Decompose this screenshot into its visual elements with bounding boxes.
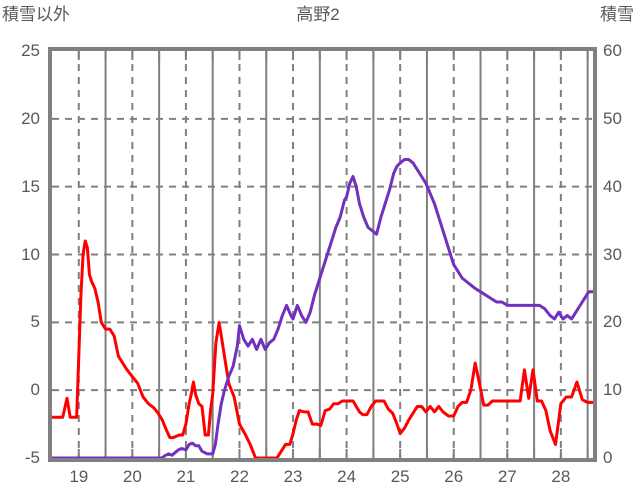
y-axis-left-label-10: 10 bbox=[21, 244, 40, 264]
y-axis-right-label-0: 0 bbox=[603, 448, 613, 467]
plot-svg bbox=[52, 51, 593, 458]
chart-title: 高野2 bbox=[296, 5, 340, 24]
x-axis-label-25: 25 bbox=[390, 467, 410, 486]
x-axis-label-27: 27 bbox=[497, 467, 517, 486]
y-axis-left-label-0: 0 bbox=[30, 380, 40, 400]
tickmarks bbox=[77, 51, 589, 458]
x-axis-label-21: 21 bbox=[176, 467, 196, 486]
gridlines bbox=[52, 51, 593, 458]
plot-area bbox=[48, 47, 597, 462]
y-axis-right-label-20: 20 bbox=[603, 312, 622, 332]
plot-inner bbox=[52, 51, 593, 458]
y-axis-left-label--5: -5 bbox=[24, 448, 40, 467]
x-axis-label-26: 26 bbox=[444, 467, 464, 486]
y-axis-left-label-5: 5 bbox=[30, 312, 40, 332]
x-axis-label-20: 20 bbox=[122, 467, 142, 486]
y-axis-left-label-25: 25 bbox=[21, 41, 40, 60]
y-axis-right-label-40: 40 bbox=[603, 176, 622, 196]
right-axis-title: 積雪 bbox=[600, 5, 634, 24]
series-line-snow-depth bbox=[52, 158, 593, 458]
left-axis-title: 積雪以外 bbox=[2, 5, 70, 24]
y-axis-right-label-10: 10 bbox=[603, 380, 622, 400]
data-series bbox=[52, 158, 593, 458]
y-axis-right-label-50: 50 bbox=[603, 108, 622, 128]
x-axis-label-23: 23 bbox=[283, 467, 303, 486]
y-axis-left-label-15: 15 bbox=[21, 176, 40, 196]
y-axis-left-label-20: 20 bbox=[21, 108, 40, 128]
x-axis-label-19: 19 bbox=[69, 467, 89, 486]
y-axis-right-label-30: 30 bbox=[603, 244, 622, 264]
x-axis-label-24: 24 bbox=[337, 467, 357, 486]
x-axis-label-22: 22 bbox=[230, 467, 249, 486]
y-axis-right-label-60: 60 bbox=[603, 41, 622, 60]
x-axis-label-28: 28 bbox=[551, 467, 571, 486]
series-line-precipitation bbox=[52, 239, 593, 458]
